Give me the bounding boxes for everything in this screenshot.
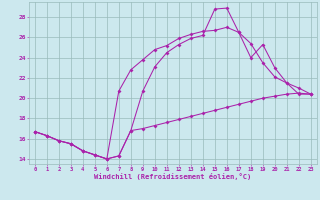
X-axis label: Windchill (Refroidissement éolien,°C): Windchill (Refroidissement éolien,°C) <box>94 173 252 180</box>
